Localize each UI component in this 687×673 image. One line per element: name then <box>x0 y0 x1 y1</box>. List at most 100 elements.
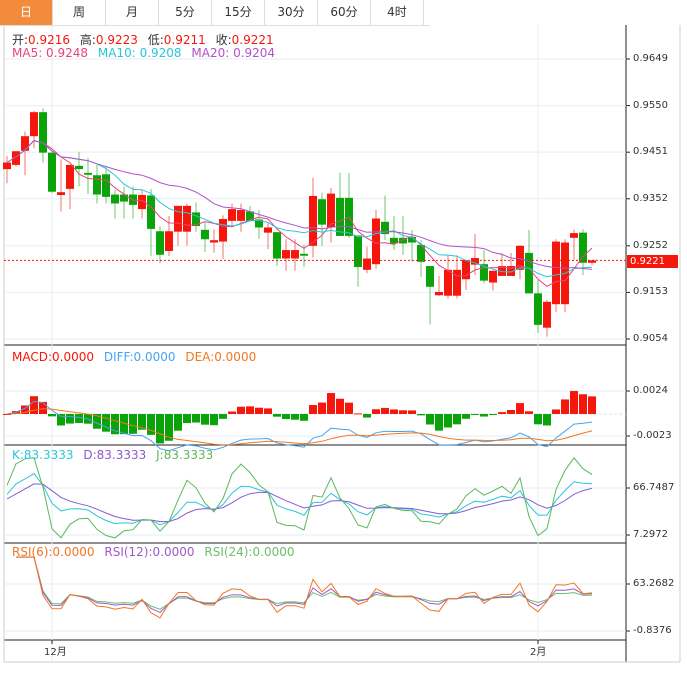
candle-body <box>219 219 227 242</box>
macd-bar <box>21 405 29 414</box>
current-price-tag: 0.9221 <box>627 255 678 268</box>
candle-body <box>471 258 479 265</box>
candle-body <box>183 205 191 232</box>
candle-body <box>408 236 416 243</box>
macd-bar <box>309 405 317 414</box>
close-label: 收: <box>215 33 232 47</box>
macd-bar <box>228 411 236 414</box>
ma10-value: MA10: 0.9208 <box>97 46 182 60</box>
macd-bar <box>498 412 506 414</box>
macd-bar <box>273 413 281 417</box>
candle-body <box>525 252 533 294</box>
macd-bar <box>570 391 578 414</box>
candle-body <box>75 165 83 170</box>
candle-body <box>300 253 308 256</box>
candle-body <box>102 174 110 197</box>
candle-body <box>318 199 326 225</box>
candle-body <box>30 112 38 137</box>
candle-body <box>57 192 65 195</box>
candle-body <box>264 227 272 233</box>
candle-body <box>354 235 362 267</box>
candle-body <box>435 291 443 296</box>
candle-body <box>273 232 281 259</box>
high-label: 高: <box>79 33 96 47</box>
axis-label: 0.9352 <box>633 192 668 204</box>
macd-bar <box>282 413 290 420</box>
macd-bar <box>255 407 263 414</box>
rsi24-value: RSI(24):0.0000 <box>204 545 295 559</box>
rsi6-line <box>16 556 593 619</box>
rsi12-line <box>16 556 593 613</box>
tab-3[interactable]: 5分 <box>159 0 212 25</box>
macd-bar <box>183 413 191 424</box>
macd-bar <box>300 413 308 421</box>
candle-body <box>201 229 209 240</box>
candle-body <box>363 258 371 270</box>
macd-bar <box>507 409 515 414</box>
axis-label: 0.9649 <box>633 53 668 64</box>
macd-bar <box>390 409 398 414</box>
rsi-legend: RSI(6):0.0000 RSI(12):0.0000 RSI(24):0.0… <box>12 545 301 559</box>
tab-2[interactable]: 月 <box>106 0 159 25</box>
ma5-line <box>6 139 593 287</box>
macd-value: MACD:0.0000 <box>12 350 95 364</box>
macd-bar <box>102 413 110 432</box>
macd-legend: MACD:0.0000 DIFF:0.0000 DEA:0.0000 <box>12 350 262 364</box>
candle-body <box>291 250 299 259</box>
macd-bar <box>201 413 209 425</box>
tab-1[interactable]: 周 <box>53 0 106 25</box>
axis-label: 63.2682 <box>633 578 675 589</box>
ma10-line <box>6 139 593 278</box>
candle-body <box>399 237 407 244</box>
axis-label: 0.9054 <box>633 333 668 344</box>
macd-bar <box>453 413 461 425</box>
macd-bar <box>120 413 128 435</box>
x-axis-label: 12月 <box>44 647 67 658</box>
j-line <box>6 456 593 539</box>
macd-bar <box>147 413 155 435</box>
axis-label: 0.0024 <box>633 385 668 396</box>
high-value: 0.9223 <box>95 33 138 47</box>
macd-bar <box>462 413 470 419</box>
candle-body <box>336 197 344 236</box>
candle-body <box>390 237 398 244</box>
candle-body <box>552 241 560 305</box>
macd-bar <box>39 401 47 414</box>
tab-6[interactable]: 60分 <box>318 0 371 25</box>
macd-bar <box>246 406 254 414</box>
candle-body <box>237 210 245 221</box>
axis-label: 7.2972 <box>633 529 668 540</box>
rsi12-value: RSI(12):0.0000 <box>104 545 195 559</box>
candle-body <box>381 221 389 235</box>
low-value: 0.9211 <box>163 33 206 47</box>
macd-bar <box>318 402 326 414</box>
tab-4[interactable]: 15分 <box>212 0 265 25</box>
macd-bar <box>111 413 119 435</box>
candle-body <box>588 260 596 263</box>
candle-body <box>570 233 578 238</box>
macd-bar <box>174 413 182 431</box>
candle-body <box>507 266 515 276</box>
tab-5[interactable]: 30分 <box>265 0 318 25</box>
candle-body <box>210 240 218 243</box>
k-line <box>6 473 593 526</box>
candle-body <box>489 270 497 283</box>
candle-body <box>327 193 335 228</box>
candle-body <box>66 164 74 189</box>
candle-body <box>498 266 506 276</box>
macd-bar <box>516 403 524 414</box>
macd-bar <box>408 410 416 414</box>
candle-body <box>255 219 263 228</box>
tab-0[interactable]: 日 <box>0 0 53 25</box>
macd-bar <box>417 413 425 416</box>
candle-body <box>426 266 434 287</box>
ma20-value: MA20: 0.9204 <box>191 46 276 60</box>
candle-body <box>453 269 461 296</box>
candle-body <box>111 194 119 204</box>
axis-label: 66.7487 <box>633 482 675 493</box>
candle-body <box>309 195 317 246</box>
ma20-line <box>6 139 593 270</box>
tab-7[interactable]: 4时 <box>371 0 424 25</box>
macd-bar <box>57 413 65 426</box>
